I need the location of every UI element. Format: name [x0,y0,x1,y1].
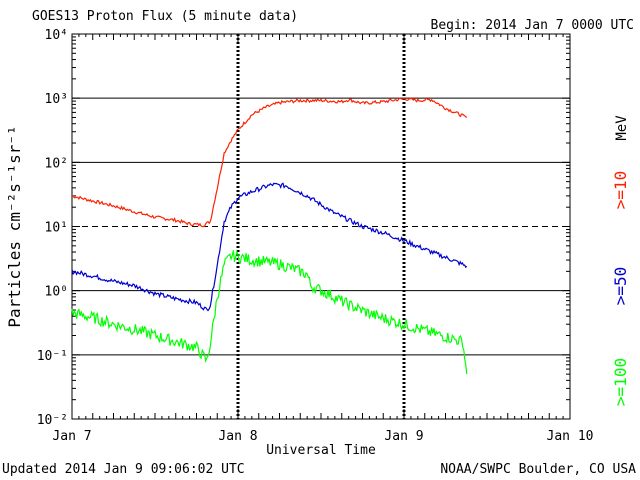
legend-label-ge100: >=100 [611,358,630,406]
x-tick-label: Jan 9 [384,429,423,444]
legend-label-ge50: >=50 [611,267,630,306]
series-line-ge100 [71,249,468,375]
y-tick-label: 10⁻² [37,413,68,428]
y-tick-label: 10⁴ [45,28,68,43]
unit-label: MeV [614,115,630,141]
x-axis-label: Universal Time [266,443,376,458]
chart-title: GOES13 Proton Flux (5 minute data) [32,9,299,24]
x-tick-label: Jan 7 [52,429,91,444]
y-tick-label: 10² [45,156,68,171]
begin-time: Begin: 2014 Jan 7 0000 UTC [430,18,635,33]
x-tick-label: Jan 8 [218,429,257,444]
series-line-ge10 [71,97,468,228]
y-tick-label: 10⁰ [45,285,68,300]
data-source: NOAA/SWPC Boulder, CO USA [440,462,636,477]
y-axis-label: Particles cm⁻²s⁻¹sr⁻¹ [5,125,24,327]
y-tick-label: 10¹ [45,221,68,236]
y-tick-label: 10³ [45,92,68,107]
updated-timestamp: Updated 2014 Jan 9 09:06:02 UTC [2,462,245,477]
x-tick-label: Jan 10 [547,429,594,444]
legend-label-ge10: >=10 [611,171,630,210]
y-tick-label: 10⁻¹ [37,349,68,364]
series-line-ge50 [71,182,468,312]
